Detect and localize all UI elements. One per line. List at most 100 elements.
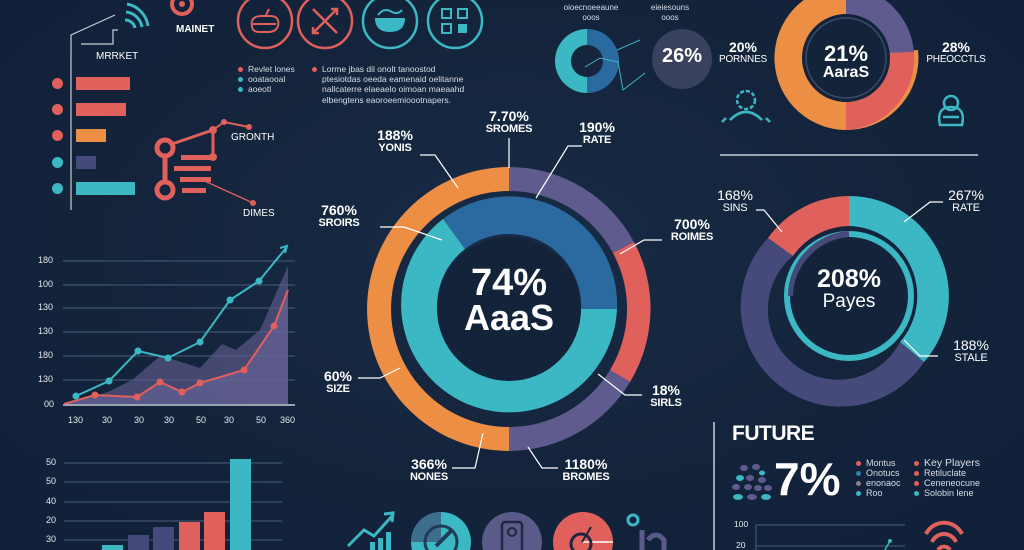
icon-row-bottom (330, 500, 700, 550)
line-area-chart: 180 100 130 130 180 130 00 130 30 30 30 … (0, 240, 310, 430)
top-right-donut-center: 21% AaraS (816, 43, 876, 81)
y-tick: 130 (38, 302, 54, 312)
list-item-text: Revlet lones (248, 63, 295, 74)
center-value: 21% (823, 41, 869, 66)
x-tick: 30 (164, 415, 175, 425)
y-tick: 180 (38, 350, 54, 360)
y-tick: 100 (38, 279, 54, 289)
y-tick: 100 (734, 519, 749, 529)
paragraph-block: Lorme jbas dil onolt tanoostod ptesiotda… (312, 64, 472, 105)
bar (76, 129, 106, 142)
reader-person-icon (937, 94, 965, 127)
legend-item: enonaoc (856, 478, 901, 488)
x-tick: 30 (134, 415, 145, 425)
y-tick: 180 (38, 255, 54, 265)
right-label-sins: 168% SINS (717, 187, 753, 214)
y-tick: 130 (38, 326, 54, 336)
bullet-list-left: Revlet lones ooataooal aoeotl (238, 64, 295, 94)
small-donut-panel: oioecnoeeaune ooos eieiesouns ooos 26% (540, 0, 720, 110)
future-value: 7% (774, 453, 841, 505)
center-value: 74% (470, 262, 548, 304)
list-item: aoeotl (238, 84, 295, 94)
gear-icon (170, 0, 194, 16)
main-label-rate: 190% RATE (579, 119, 615, 146)
legend-item: Key Players (914, 457, 980, 469)
future-legend-right: Key Players Retiluclate Ceneneocune Solo… (914, 457, 980, 498)
y-tick: 20 (46, 515, 57, 525)
legend-item: Solobin lene (914, 488, 980, 498)
people-network-icon (721, 89, 771, 123)
market-bars-panel: MAINET MRRKET GRONTH (0, 0, 320, 230)
future-legend-left: Montus Onotucs enonaoc Roo (856, 458, 901, 498)
cluster-dots-icon (732, 464, 772, 500)
center-label: AaraS (822, 64, 870, 81)
leader-lines (358, 138, 662, 469)
legend-item: Roo (856, 488, 901, 498)
future-divider (713, 422, 715, 550)
y-tick: 50 (46, 476, 57, 486)
bullet-dot (52, 183, 63, 194)
vertical-bar-chart: 50 50 40 20 30 (0, 440, 320, 550)
top-right-donut-panel: 21% AaraS 20% PORNNES 28% PHEOCCTLS (700, 0, 1024, 160)
gauge-wrench-icon (411, 512, 471, 550)
main-label-sroirs: 760% SROIRS (318, 202, 360, 229)
market-icon-label: MAINET (176, 24, 215, 35)
right-label-stale: 188% STALE (953, 337, 989, 364)
x-tick: 360 (280, 415, 296, 425)
y-tick: 00 (44, 399, 55, 409)
main-label-yonis: 188% YONIS (377, 127, 413, 154)
top-right-donut-chart (720, 0, 978, 156)
y-tick: 30 (46, 534, 57, 544)
x-tick: 50 (256, 415, 267, 425)
top-right-label-left: 20% PORNNES (718, 39, 768, 65)
market-label: MRRKET (96, 51, 139, 62)
bullet-dot (52, 130, 63, 141)
main-label-size: 60% SIZE (323, 368, 353, 395)
legend-item: Onotucs (856, 468, 901, 478)
legend-item: Retiluclate (914, 468, 980, 478)
right-donut-chart (740, 196, 949, 407)
circle-icons (236, 0, 484, 50)
right-label-rate: 267% RATE (948, 187, 984, 214)
cloud-icon (236, 0, 294, 50)
list-item: ooataooal (238, 74, 295, 84)
center-label: AaaS (463, 297, 555, 339)
x-tick: 30 (224, 415, 235, 425)
x-tick: 130 (68, 415, 84, 425)
wifi-icon (124, 2, 150, 29)
legend-item: Ceneneocune (914, 478, 980, 488)
wifi-signal-icon (924, 520, 964, 550)
line-area-svg (63, 244, 295, 406)
shuffle-arrows-icon (296, 0, 354, 50)
y-tick: 20 (736, 540, 746, 550)
list-item-text: aoeotl (248, 83, 272, 94)
list-item-text: ooataooal (248, 73, 286, 84)
main-label-nones: 366% NONES (409, 456, 449, 483)
right-donut-panel: 208% Payes 168% SINS 267% RATE 188% STALE (700, 170, 1024, 410)
list-item: Revlet lones (238, 64, 295, 74)
qr-grid-icon (426, 0, 484, 50)
icon-row-top: Revlet lones ooataooal aoeotl Lorme jbas… (230, 0, 484, 110)
top-right-label-right: 28% PHEOCCTLS (926, 39, 986, 65)
growth-label: GRONTH (231, 132, 275, 143)
x-tick: 30 (102, 415, 113, 425)
main-donut-center: 74% AaaS (449, 262, 569, 339)
small-donut-caption-left: oioecnoeeaune ooos (563, 3, 619, 22)
center-label: Payes (822, 291, 876, 313)
bullet-dot (52, 78, 63, 89)
bullet-dot (52, 104, 63, 115)
main-label-sirls: 18% SIRLS (650, 382, 682, 409)
small-donut-caption-right: eieiesouns ooos (650, 3, 690, 22)
market-decor-lines (70, 14, 118, 210)
future-mini-chart (755, 524, 905, 550)
future-title: FUTURE (732, 422, 815, 445)
network-growth-icon (154, 119, 256, 206)
y-tick: 130 (38, 374, 54, 384)
main-donut-panel: 74% AaaS 188% YONIS 7.70% SROMES 190% RATE … (300, 100, 720, 490)
bar (76, 103, 126, 116)
target-refresh-icon (553, 512, 613, 550)
right-donut-center: 208% Payes (804, 266, 894, 312)
trend-up-icon (346, 511, 395, 550)
bar (76, 156, 96, 169)
main-label-bromes: 1180% BROMES (562, 456, 610, 483)
